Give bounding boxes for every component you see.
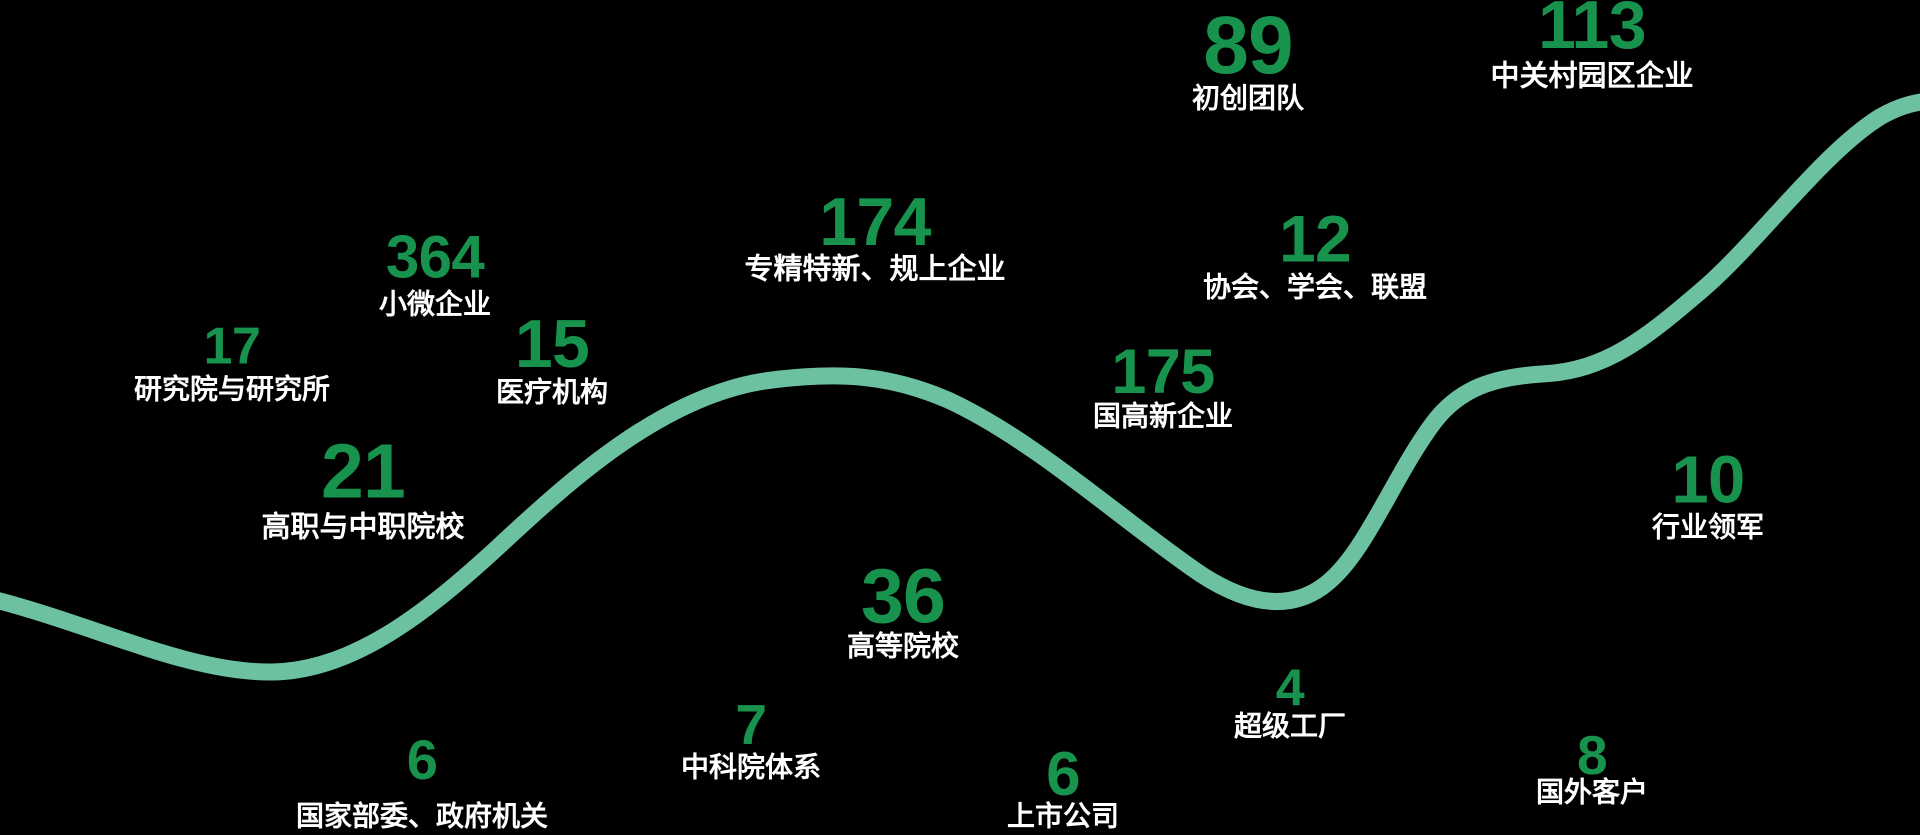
stat-label-zgc-park-enterprises: 中关村园区企业 [1490, 60, 1694, 93]
stat-label-industry-leaders: 行业领军 [1651, 511, 1765, 543]
stat-value-national-high-tech: 175 [1111, 336, 1215, 407]
stat-value-medical-institutions: 15 [514, 306, 590, 383]
stat-label-universities: 高等院校 [846, 630, 960, 662]
stat-value-universities: 36 [860, 553, 946, 640]
stat-label-medical-institutions: 医疗机构 [495, 376, 609, 408]
stat-label-overseas-clients: 国外客户 [1535, 776, 1649, 808]
stat-value-vocational-colleges: 21 [320, 428, 406, 515]
stat-label-national-high-tech: 国高新企业 [1092, 400, 1234, 432]
stat-label-government-agencies: 国家部委、政府机关 [295, 800, 549, 832]
stat-value-research-institutes: 17 [203, 317, 261, 376]
stat-label-super-factories: 超级工厂 [1233, 710, 1347, 742]
stat-value-industry-leaders: 10 [1671, 442, 1745, 518]
stat-label-cas-system: 中科院体系 [680, 751, 822, 783]
stat-value-startup-teams: 89 [1203, 0, 1293, 91]
stat-value-micro-small-enterprises: 364 [385, 223, 485, 291]
stat-value-listed-companies: 6 [1046, 740, 1080, 810]
stat-value-super-factories: 4 [1275, 659, 1305, 718]
stat-label-research-institutes: 研究院与研究所 [133, 373, 331, 405]
stat-value-overseas-clients: 8 [1576, 724, 1608, 787]
stat-value-cas-system: 7 [735, 692, 767, 757]
stat-value-specialized-enterprises: 174 [819, 184, 931, 261]
stat-label-micro-small-enterprises: 小微企业 [378, 288, 492, 320]
stat-value-government-agencies: 6 [406, 728, 438, 792]
stat-label-listed-companies: 上市公司 [1006, 800, 1120, 832]
stat-label-startup-teams: 初创团队 [1191, 82, 1305, 114]
stat-value-zgc-park-enterprises: 113 [1538, 0, 1646, 64]
stat-label-specialized-enterprises: 专精特新、规上企业 [744, 253, 1006, 286]
stat-value-associations-alliances: 12 [1278, 201, 1352, 276]
stat-label-associations-alliances: 协会、学会、联盟 [1202, 271, 1428, 303]
stat-label-vocational-colleges: 高职与中职院校 [261, 511, 465, 544]
growth-curve-line [0, 93, 1920, 681]
